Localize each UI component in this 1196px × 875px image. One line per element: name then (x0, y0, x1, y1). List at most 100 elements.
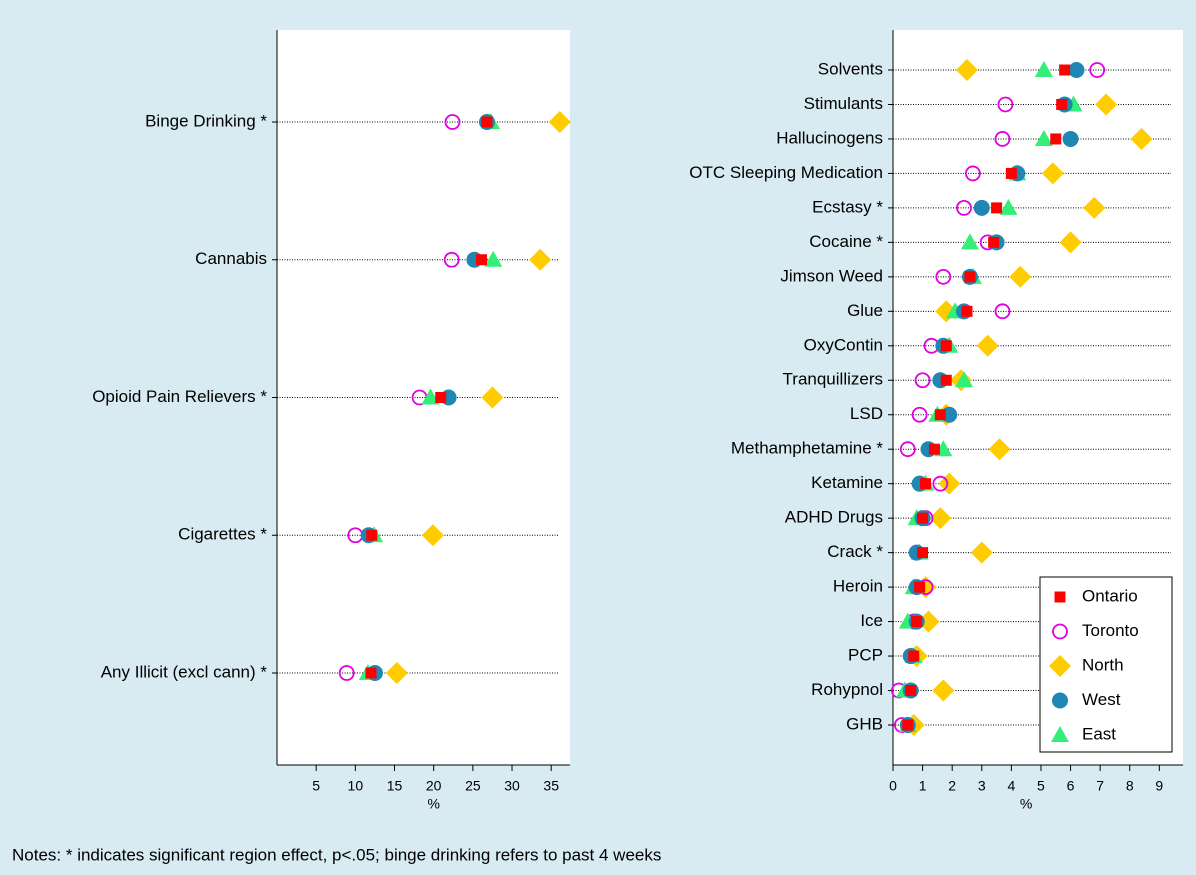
marker-diamond (1130, 127, 1153, 150)
marker-circle-open (443, 251, 460, 268)
marker-circle-open (932, 475, 949, 492)
y-tick-label: Ecstasy * (812, 197, 883, 216)
y-tick-label: GHB (846, 714, 883, 733)
y-tick-label: OTC Sleeping Medication (689, 163, 883, 182)
marker-circle-open (997, 96, 1014, 113)
marker-diamond (976, 334, 999, 357)
legend-label: Toronto (1082, 621, 1139, 640)
marker-triangle (999, 198, 1018, 215)
plot-area (277, 30, 570, 765)
marker-square (961, 305, 973, 317)
marker-square (988, 236, 1000, 248)
marker-circle-open (964, 165, 981, 182)
marker-circle (1068, 62, 1085, 78)
marker-diamond (529, 248, 552, 271)
y-tick-label: Methamphetamine * (731, 439, 884, 458)
y-tick-label: PCP (848, 646, 883, 665)
x-axis-label: % (427, 796, 439, 812)
marker-diamond (1083, 196, 1106, 219)
x-tick-label: 9 (1155, 778, 1163, 794)
marker-diamond (988, 438, 1011, 461)
y-tick-label: Cannabis (195, 249, 267, 268)
x-tick-label: 2 (948, 778, 956, 794)
y-tick-label: Ice (860, 611, 883, 630)
marker-diamond (548, 111, 571, 133)
marker-circle (1052, 692, 1068, 709)
marker-square (964, 271, 976, 283)
marker-square (1005, 167, 1017, 179)
marker-diamond (955, 59, 978, 81)
marker-square (934, 409, 946, 421)
marker-circle (1062, 130, 1079, 147)
legend-label: East (1082, 724, 1116, 743)
marker-diamond (1049, 655, 1071, 677)
marker-circle-open (956, 199, 972, 216)
y-tick-label: Binge Drinking * (145, 111, 267, 130)
legend-label: North (1082, 655, 1124, 674)
marker-square (920, 478, 932, 490)
marker-circle-open (994, 131, 1011, 147)
marker-square (1059, 64, 1071, 76)
y-tick-label: Tranquillizers (783, 370, 883, 389)
x-tick-label: 5 (312, 778, 320, 794)
y-tick-label: Solvents (818, 59, 883, 78)
marker-square (902, 719, 914, 731)
x-tick-label: 35 (543, 778, 559, 794)
y-tick-label: Cigarettes * (178, 525, 267, 544)
marker-diamond (1009, 265, 1032, 288)
legend-label: West (1082, 690, 1121, 709)
marker-diamond (481, 386, 504, 409)
y-tick-label: Opioid Pain Relievers * (92, 387, 267, 406)
y-tick-label: Crack * (827, 542, 883, 561)
y-tick-label: Stimulants (804, 94, 883, 113)
marker-circle-open (338, 665, 355, 681)
marker-circle-open (1089, 62, 1106, 78)
marker-triangle (484, 250, 503, 267)
marker-square (908, 650, 920, 662)
marker-triangle (955, 371, 974, 388)
y-tick-label: Glue (847, 301, 883, 320)
marker-triangle (960, 233, 979, 250)
marker-circle-open (911, 406, 928, 423)
marker-square (928, 443, 940, 455)
marker-triangle (1034, 129, 1053, 146)
y-tick-label: OxyContin (804, 335, 883, 354)
marker-circle-open (914, 372, 931, 389)
marker-triangle (1034, 61, 1053, 77)
x-tick-label: 15 (387, 778, 403, 794)
x-tick-label: 0 (889, 778, 897, 794)
marker-square (940, 374, 952, 386)
legend-label: Ontario (1082, 586, 1138, 605)
marker-diamond (385, 662, 408, 684)
y-tick-label: Hallucinogens (776, 128, 883, 147)
x-tick-label: 3 (978, 778, 986, 794)
marker-square (365, 667, 377, 679)
marker-circle (973, 199, 990, 216)
marker-diamond (929, 507, 952, 530)
marker-diamond (1041, 162, 1064, 185)
marker-square (917, 547, 929, 559)
x-tick-label: 30 (504, 778, 520, 794)
y-tick-label: LSD (850, 404, 883, 423)
marker-square (911, 616, 923, 628)
marker-square (917, 512, 929, 524)
x-tick-label: 10 (348, 778, 364, 794)
x-tick-label: 7 (1096, 778, 1104, 794)
marker-diamond (917, 610, 940, 633)
marker-square (1054, 591, 1066, 603)
y-tick-label: Jimson Weed (780, 266, 883, 285)
marker-square (1050, 133, 1062, 145)
marker-square (914, 581, 926, 593)
marker-triangle (1051, 726, 1069, 742)
x-tick-label: 20 (426, 778, 442, 794)
marker-diamond (1059, 231, 1082, 254)
y-tick-label: Rohypnol (811, 680, 883, 699)
marker-square (481, 116, 493, 128)
y-tick-label: Heroin (833, 577, 883, 596)
marker-square (1056, 98, 1068, 110)
y-tick-label: Ketamine (811, 473, 883, 492)
marker-circle-open (1052, 623, 1068, 640)
x-tick-label: 5 (1037, 778, 1045, 794)
x-tick-label: 4 (1007, 778, 1015, 794)
